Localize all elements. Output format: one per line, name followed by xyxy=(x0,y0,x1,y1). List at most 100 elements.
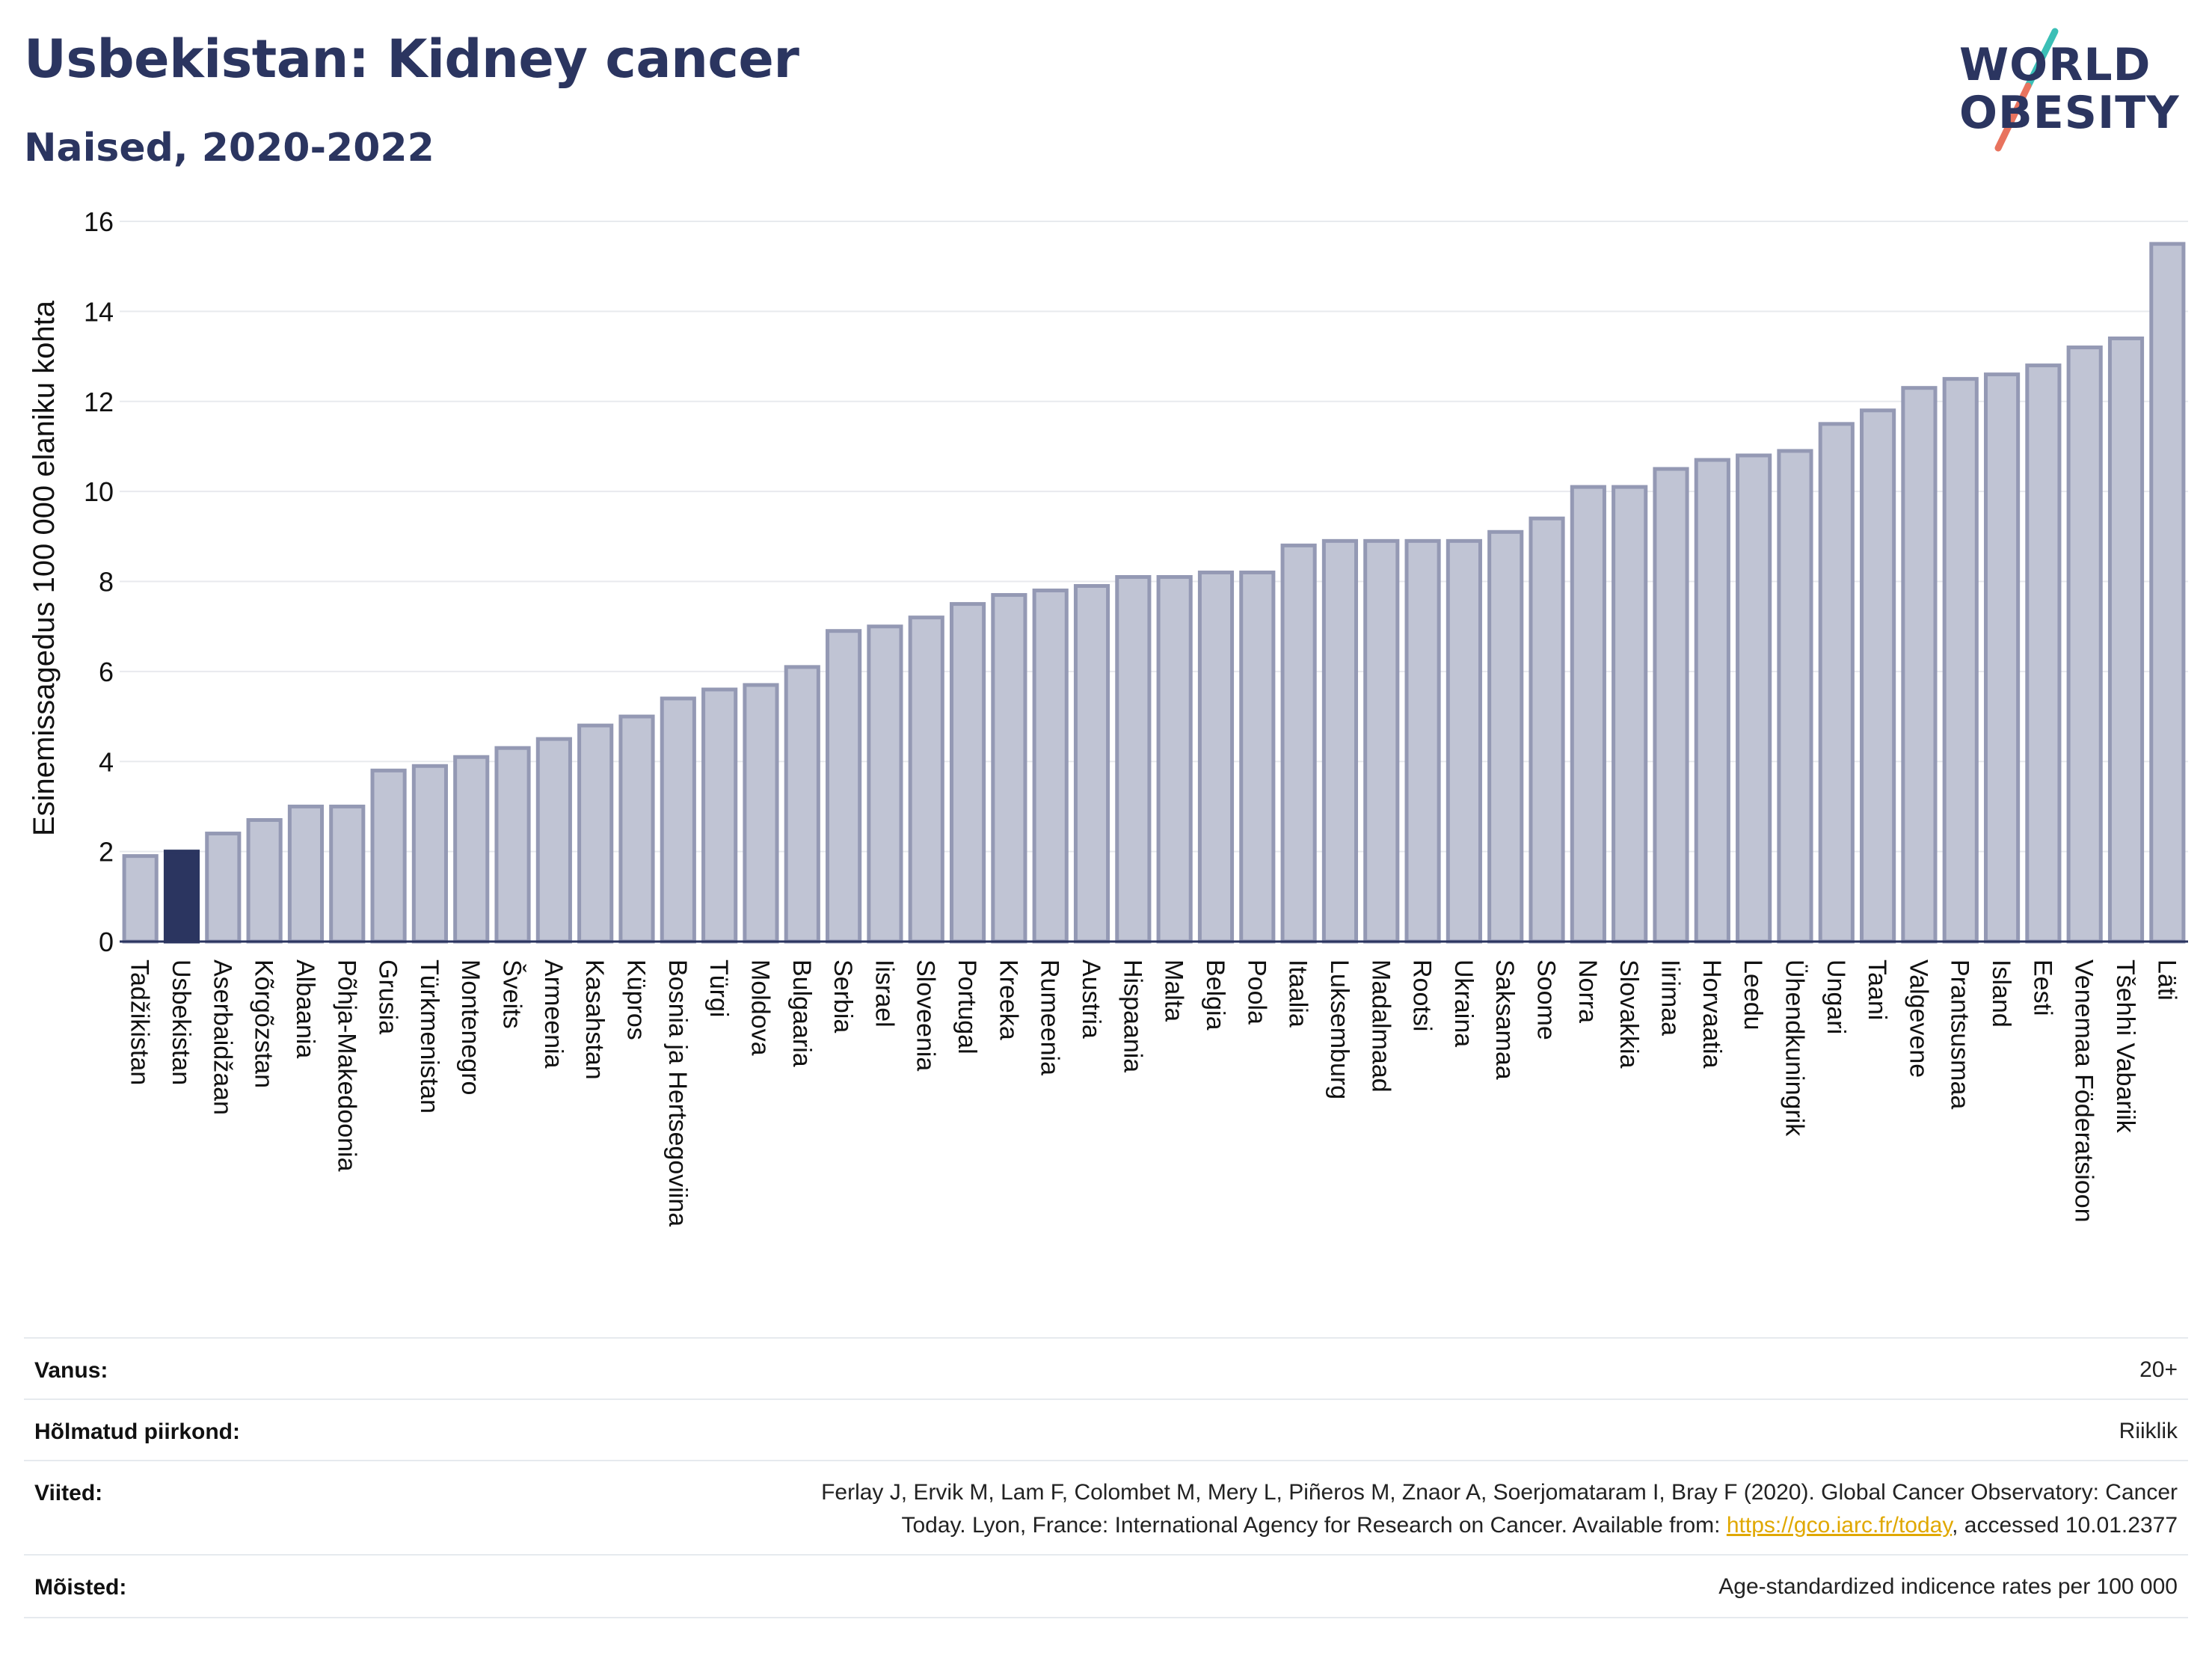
bar xyxy=(246,817,283,944)
y-tick-label: 16 xyxy=(84,206,114,237)
x-tick-label: Armeenia xyxy=(539,959,568,1069)
x-tick-label: Valgevene xyxy=(1904,959,1932,1078)
reference-line-2: Today. Lyon, France: International Agenc… xyxy=(821,1509,2178,1542)
bar xyxy=(1404,538,1441,944)
meta-label-age: Vanus: xyxy=(34,1358,108,1383)
bar xyxy=(205,832,242,944)
bar xyxy=(1073,584,1110,944)
bar xyxy=(163,850,200,944)
x-tick-label: Prantsusmaa xyxy=(1946,959,1974,1109)
y-tick-label: 10 xyxy=(84,476,114,507)
bar xyxy=(1321,538,1359,944)
bar xyxy=(618,714,655,944)
reference-accessed: , accessed 10.01.2377 xyxy=(1952,1513,2178,1538)
chart-title: Usbekistan: Kidney cancer xyxy=(24,28,799,90)
x-tick-label: Türkmenistan xyxy=(415,959,443,1114)
x-tick-label: Slovakkia xyxy=(1615,959,1643,1069)
x-tick-label: Bosnia ja Hertsegoviina xyxy=(663,959,692,1226)
x-tick-labels: Tadžikistan Usbekistan Aserbaidžaan Kõrgõzs… xyxy=(126,959,2181,1226)
reference-link[interactable]: https://gco.iarc.fr/today xyxy=(1726,1513,1953,1538)
reference-line-1: Ferlay J, Ervik M, Lam F, Colombet M, Me… xyxy=(821,1480,2178,1505)
x-tick-label: Grusia xyxy=(374,959,402,1034)
x-tick-label: Venemaa Föderatsioon xyxy=(2070,959,2098,1223)
x-tick-label: Kõrgõzstan xyxy=(250,959,278,1088)
bar xyxy=(1653,467,1689,944)
x-tick-label: Tadžikistan xyxy=(126,959,154,1085)
x-tick-label: Sloveenia xyxy=(912,959,940,1071)
bar xyxy=(784,665,820,944)
meta-value-definitions: Age-standardized indicence rates per 100… xyxy=(1718,1574,2178,1599)
x-tick-label: Kreeka xyxy=(994,959,1022,1040)
x-tick-label: Ukraina xyxy=(1449,959,1478,1047)
bar xyxy=(743,683,779,944)
x-tick-label: Tšehhi Vabariik xyxy=(2111,959,2139,1134)
bar xyxy=(908,615,944,944)
bar xyxy=(701,687,738,944)
y-tick-label: 14 xyxy=(84,296,114,327)
y-tick-label: 12 xyxy=(84,387,114,417)
logo-text-world: WORLD xyxy=(1959,39,2151,91)
x-tick-label: Horvaatia xyxy=(1698,959,1726,1069)
x-tick-label: Usbekistan xyxy=(167,959,195,1085)
meta-label-region: Hõlmatud piirkond: xyxy=(34,1419,240,1444)
bar xyxy=(122,854,159,944)
x-tick-label: Norra xyxy=(1573,959,1602,1023)
bar xyxy=(2107,336,2145,944)
x-tick-label: Šveits xyxy=(498,959,526,1029)
x-tick-label: Iisrael xyxy=(870,959,898,1028)
bar xyxy=(1363,538,1400,944)
bar xyxy=(1446,538,1482,944)
y-axis-label: Esinemissagedus 100 000 elaniku kohta xyxy=(28,300,61,836)
bar xyxy=(991,593,1027,944)
bar xyxy=(535,737,572,944)
bar xyxy=(2149,242,2186,944)
meta-label-definitions: Mõisted: xyxy=(34,1575,127,1600)
bar xyxy=(494,746,531,944)
y-tick-label: 4 xyxy=(99,746,114,777)
meta-row-age: Vanus: 20+ xyxy=(24,1337,2188,1400)
x-tick-label: Albaania xyxy=(291,959,319,1058)
x-tick-label: Bulgaaria xyxy=(787,959,816,1067)
y-tick-label: 6 xyxy=(99,657,114,687)
meta-row-references: Viited: Ferlay J, Ervik M, Lam F, Colomb… xyxy=(24,1460,2188,1556)
x-tick-label: Island xyxy=(1987,959,2015,1028)
world-obesity-logo: WORLD OBESITY xyxy=(1944,22,2199,157)
reference-line-2-text: Today. Lyon, France: International Agenc… xyxy=(901,1513,1727,1538)
x-tick-label: Serbia xyxy=(829,959,857,1033)
bar xyxy=(660,696,696,944)
y-tick-labels: 0 2 4 6 8 10 12 14 16 xyxy=(84,206,114,957)
bar xyxy=(411,764,448,944)
bar xyxy=(1942,377,1979,944)
y-tick-label: 0 xyxy=(99,927,114,957)
bar xyxy=(1901,386,1938,944)
x-tick-label: Portugal xyxy=(953,959,981,1054)
bar xyxy=(370,768,407,944)
bar xyxy=(1612,485,1648,944)
bar xyxy=(949,602,986,944)
x-tick-label: Hispaania xyxy=(1118,959,1146,1072)
x-tick-label: Läti xyxy=(2152,959,2181,1001)
meta-row-region: Hõlmatud piirkond: Riiklik xyxy=(24,1398,2188,1461)
bar xyxy=(577,723,614,944)
x-tick-label: Poola xyxy=(1242,959,1271,1025)
chart-subtitle: Naised, 2020-2022 xyxy=(24,126,434,171)
bar xyxy=(2066,346,2103,944)
x-tick-label: Ühendkuningrik xyxy=(1780,959,1808,1137)
bar xyxy=(1529,516,1565,944)
x-tick-label: Ungari xyxy=(1822,959,1850,1034)
y-tick-label: 2 xyxy=(99,837,114,868)
bar xyxy=(1983,372,2021,944)
x-tick-label: Montenegro xyxy=(456,959,485,1095)
x-tick-label: Küpros xyxy=(622,959,651,1040)
bar xyxy=(867,624,903,944)
meta-value-references: Ferlay J, Ervik M, Lam F, Colombet M, Me… xyxy=(821,1476,2178,1542)
x-tick-label: Austria xyxy=(1077,959,1105,1039)
meta-value-age: 20+ xyxy=(2139,1357,2178,1382)
bar xyxy=(453,755,490,944)
x-tick-label: Belgia xyxy=(1201,959,1229,1031)
bar xyxy=(1239,570,1276,944)
bar xyxy=(1694,458,1730,944)
logo-slash-icon xyxy=(1994,28,2059,152)
y-tick-label: 8 xyxy=(99,567,114,598)
x-tick-label: Rumeenia xyxy=(1036,959,1064,1075)
